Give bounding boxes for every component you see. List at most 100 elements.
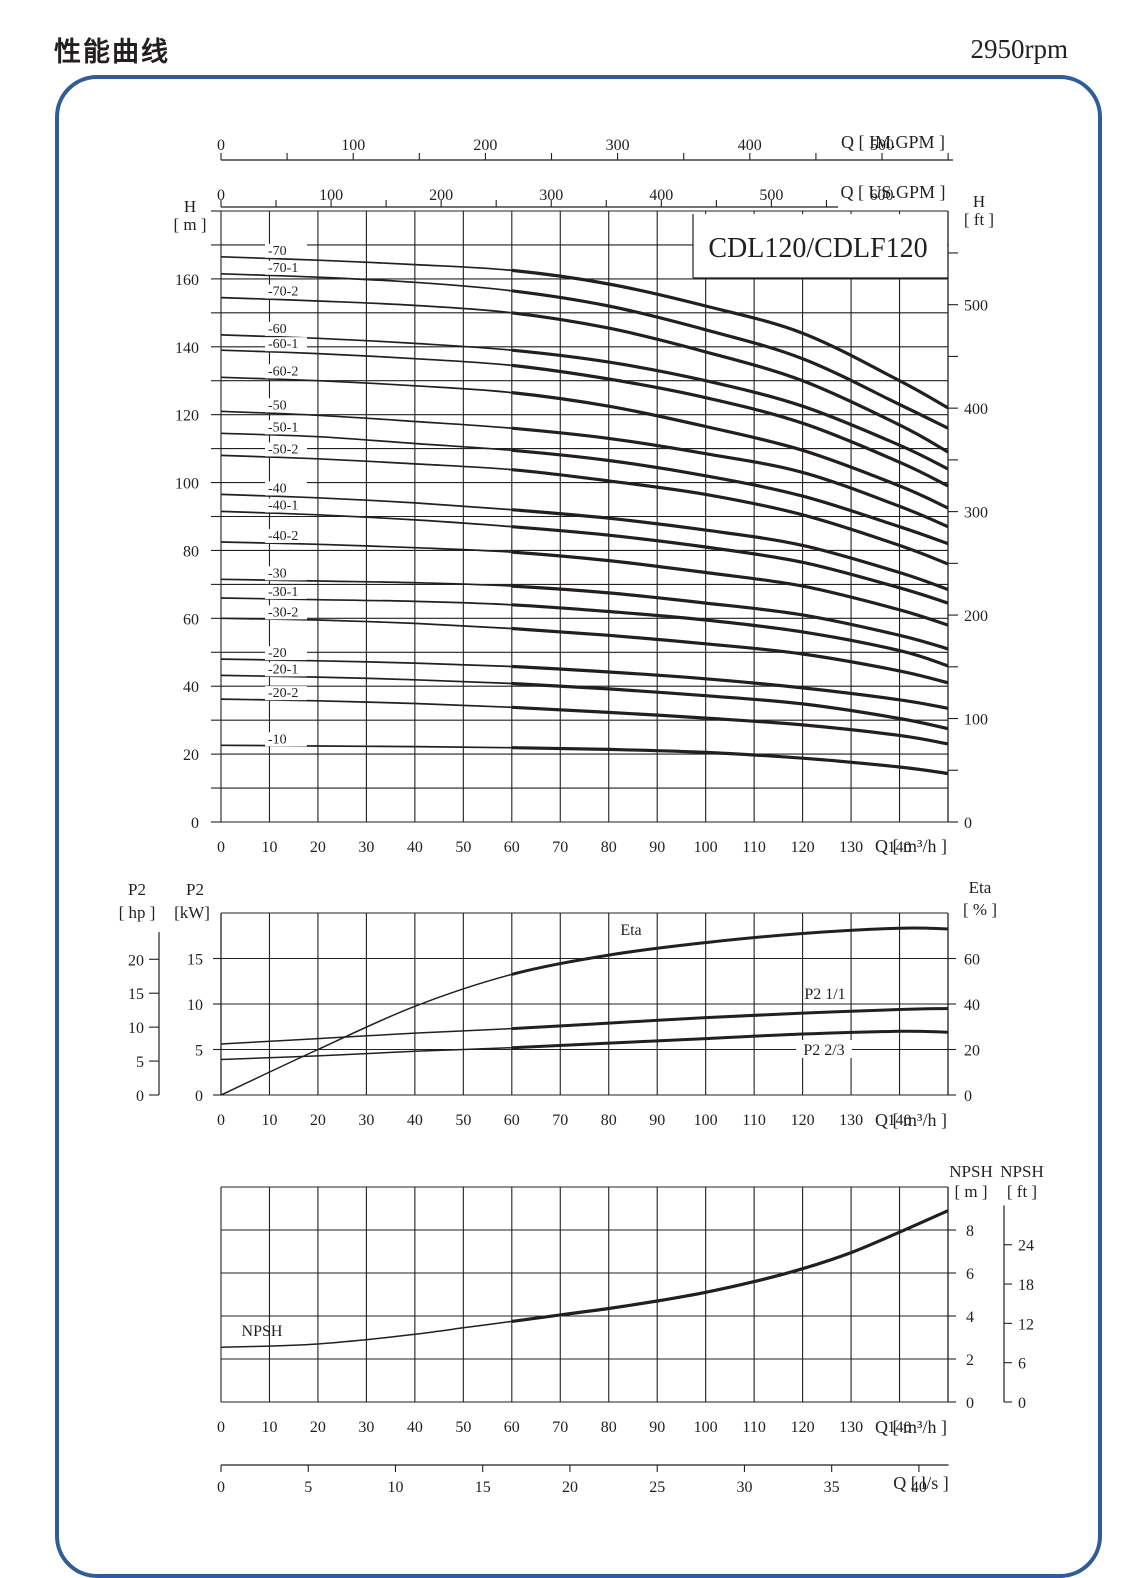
curve-label: -60 bbox=[268, 322, 287, 337]
npsh-curve bbox=[220, 1210, 949, 1348]
curve-label: -50-1 bbox=[268, 420, 298, 435]
x-tick-label: 80 bbox=[601, 1419, 617, 1436]
npsh-curve-label: NPSH bbox=[242, 1323, 283, 1340]
im-gpm-tick-label: 400 bbox=[738, 137, 762, 154]
curve-label-bg bbox=[265, 732, 307, 747]
curve-label: -20-2 bbox=[268, 686, 298, 701]
curve-label-bg bbox=[265, 420, 307, 435]
curve-label-bg bbox=[265, 605, 307, 620]
x-tick-label: 0 bbox=[217, 839, 225, 856]
ls-tick-label: 35 bbox=[824, 1479, 840, 1496]
x-tick-label: 110 bbox=[742, 1112, 765, 1129]
head-7-curve bbox=[220, 410, 949, 528]
ls-tick-label: 25 bbox=[649, 1479, 665, 1496]
x-tick-label: 140 bbox=[888, 1112, 912, 1129]
y-axis-title-h-ft: H bbox=[973, 192, 985, 211]
head-9-curve bbox=[220, 454, 949, 565]
model-label-box bbox=[693, 214, 947, 278]
npsh-m-tick-label: 0 bbox=[966, 1395, 974, 1412]
im-gpm-tick-label: 300 bbox=[606, 137, 630, 154]
x-tick-label: 120 bbox=[791, 1112, 815, 1129]
us-gpm-tick-label: 500 bbox=[759, 187, 783, 204]
kw-tick-label: 5 bbox=[195, 1043, 203, 1060]
kw-axis-title: P2 bbox=[186, 880, 204, 899]
head-8-curve-bold bbox=[511, 448, 949, 546]
x-axis-label: Q [ m³/h ] bbox=[875, 1417, 947, 1437]
x-tick-label: 120 bbox=[791, 1419, 815, 1436]
curve-label-bg bbox=[265, 498, 307, 513]
ft-tick-label: 200 bbox=[964, 608, 988, 625]
npsh-ft-title: NPSH bbox=[1000, 1162, 1043, 1181]
ls-tick-label: 40 bbox=[911, 1479, 927, 1496]
curve-label-bg bbox=[265, 662, 307, 677]
head-7-curve-bold bbox=[511, 426, 949, 529]
page-title: 性能曲线 bbox=[54, 37, 170, 68]
npsh-m-tick-label: 2 bbox=[966, 1352, 974, 1369]
hp-tick-label: 15 bbox=[128, 986, 144, 1003]
head-12-curve-bold bbox=[511, 550, 949, 627]
x-tick-label: 50 bbox=[455, 1419, 471, 1436]
ft-tick-label: 0 bbox=[964, 815, 972, 832]
us-gpm-label: Q [ US.GPM ] bbox=[840, 182, 945, 202]
y-tick-label: 20 bbox=[183, 747, 199, 764]
curve-label-bg bbox=[265, 398, 307, 413]
hp-axis-unit: [ hp ] bbox=[119, 903, 156, 922]
head-15-curve bbox=[220, 617, 949, 684]
ls-tick-label: 0 bbox=[217, 1479, 225, 1496]
eta-axis-unit: [ % ] bbox=[963, 900, 997, 919]
y-tick-label: 60 bbox=[183, 611, 199, 628]
npsh-ft-tick-label: 6 bbox=[1018, 1356, 1026, 1373]
curve-label: -10 bbox=[268, 732, 287, 747]
x-tick-label: 90 bbox=[649, 1419, 665, 1436]
head-6-curve-bold bbox=[511, 390, 949, 510]
head-1-curve-bold bbox=[511, 268, 949, 410]
ft-tick-label: 400 bbox=[964, 401, 988, 418]
y-tick-label: 120 bbox=[175, 408, 199, 425]
x-tick-label: 70 bbox=[552, 1112, 568, 1129]
npsh-m-unit: [ m ] bbox=[954, 1182, 987, 1201]
head-10-curve-bold bbox=[511, 508, 949, 592]
x-tick-label: 40 bbox=[407, 839, 423, 856]
y-axis-title-h: H bbox=[184, 197, 196, 216]
eta-curve-label: Eta bbox=[620, 922, 641, 939]
npsh-ft-tick-label: 18 bbox=[1018, 1277, 1034, 1294]
kw-axis-unit: [kW] bbox=[174, 903, 210, 922]
kw-tick-label: 10 bbox=[187, 997, 203, 1014]
p2-label-bg bbox=[796, 1040, 852, 1058]
x-tick-label: 10 bbox=[261, 1419, 277, 1436]
x-tick-label: 140 bbox=[888, 839, 912, 856]
x-tick-label: 120 bbox=[791, 839, 815, 856]
eta-tick-label: 60 bbox=[964, 952, 980, 969]
head-9-curve-bold bbox=[511, 468, 949, 566]
x-tick-label: 60 bbox=[504, 839, 520, 856]
head-15-curve-bold bbox=[511, 626, 949, 685]
npsh-ft-tick-label: 0 bbox=[1018, 1395, 1026, 1412]
x-tick-label: 140 bbox=[888, 1419, 912, 1436]
speed-label: 2950rpm bbox=[970, 34, 1069, 64]
x-tick-label: 40 bbox=[407, 1112, 423, 1129]
us-gpm-tick-label: 0 bbox=[217, 187, 225, 204]
npsh-ft-tick-label: 24 bbox=[1018, 1238, 1034, 1255]
head-18-curve bbox=[220, 698, 949, 745]
x-tick-label: 70 bbox=[552, 1419, 568, 1436]
head-19-curve-bold bbox=[511, 746, 949, 776]
y-tick-label: 0 bbox=[191, 815, 199, 832]
x-tick-label: 90 bbox=[649, 839, 665, 856]
curve-label: -20 bbox=[268, 646, 287, 661]
ls-tick-label: 15 bbox=[475, 1479, 491, 1496]
us-gpm-tick-label: 300 bbox=[539, 187, 563, 204]
npsh-ft-unit: [ ft ] bbox=[1007, 1182, 1037, 1201]
im-gpm-tick-label: 500 bbox=[870, 137, 894, 154]
head-17-curve-bold bbox=[511, 681, 949, 731]
x-tick-label: 20 bbox=[310, 1419, 326, 1436]
head-3-curve-bold bbox=[511, 311, 949, 454]
x-tick-label: 20 bbox=[310, 1112, 326, 1129]
x-tick-label: 50 bbox=[455, 1112, 471, 1129]
p2-twothirds-curve-label: P2 2/3 bbox=[803, 1042, 844, 1059]
x-tick-label: 80 bbox=[601, 839, 617, 856]
hp-tick-label: 5 bbox=[136, 1054, 144, 1071]
curve-label: -40-2 bbox=[268, 529, 298, 544]
curve-label-bg bbox=[265, 646, 307, 661]
head-5-curve-bold bbox=[511, 363, 949, 488]
us-gpm-tick-label: 400 bbox=[649, 187, 673, 204]
